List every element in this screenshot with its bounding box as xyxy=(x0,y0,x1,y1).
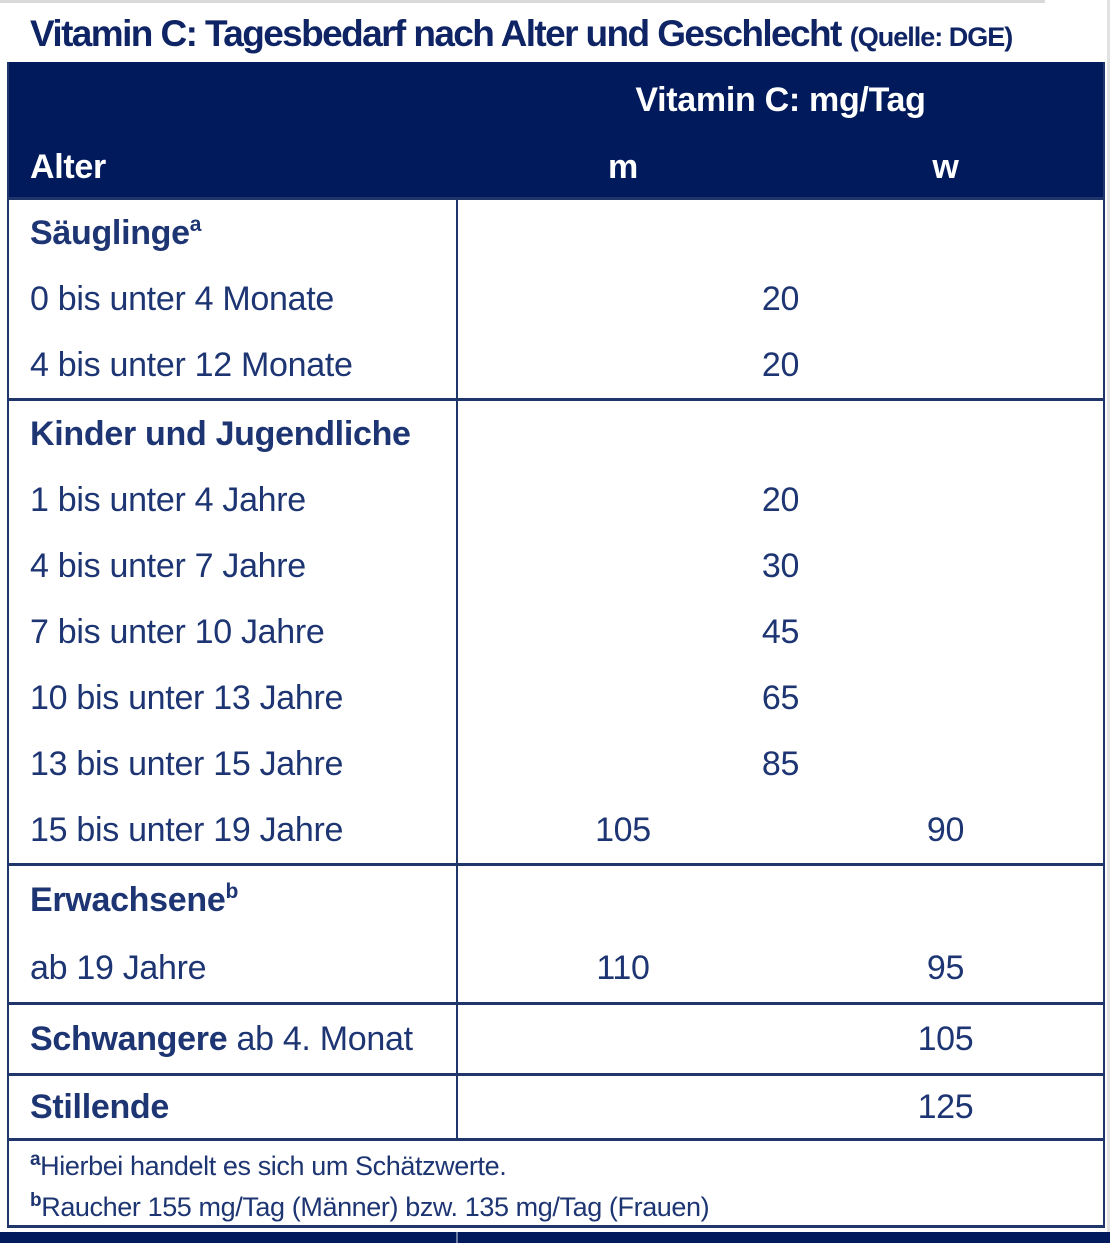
section-erwachsene: Erwachseneb ab 19 Jahre 110 95 xyxy=(9,863,1103,1002)
section-heading-erwachsene: Erwachseneb xyxy=(9,866,458,934)
bottom-bar-divider-notch xyxy=(456,1232,458,1243)
row-label: 1 bis unter 4 Jahre xyxy=(9,467,458,533)
section-heading-text: Erwachsene xyxy=(30,881,226,919)
section-heading-row: Säuglingea xyxy=(9,200,1103,266)
section-heading-sup: a xyxy=(189,213,202,236)
row-value-span: 65 xyxy=(761,679,800,717)
empty-cell xyxy=(458,200,1103,266)
column-header-w: w xyxy=(932,148,959,186)
row-label: 10 bis unter 13 Jahre xyxy=(9,665,458,731)
row-label: 0 bis unter 4 Monate xyxy=(9,266,458,332)
row-label-bold: Stillende xyxy=(30,1088,169,1126)
table-row: 0 bis unter 4 Monate 20 xyxy=(9,266,1103,332)
table-header: Vitamin C: mg/Tag Alter m w xyxy=(9,62,1103,197)
column-header-alter: Alter xyxy=(30,148,106,186)
row-value-span: 20 xyxy=(761,280,800,318)
row-value-span: 85 xyxy=(761,745,800,783)
footnotes: aHierbei handelt es sich um Schätzwerte.… xyxy=(9,1138,1103,1228)
footnote-b-sup: b xyxy=(30,1190,42,1211)
table-row: 1 bis unter 4 Jahre 20 xyxy=(9,467,1103,533)
section-heading-row: Erwachseneb xyxy=(9,866,1103,934)
table-row: 15 bis unter 19 Jahre 105 90 xyxy=(9,797,1103,863)
page-title-source: (Quelle: DGE) xyxy=(849,22,1014,52)
empty-cell xyxy=(458,401,1103,467)
vitamin-c-table: Vitamin C: mg/Tag Alter m w Säuglingea 0… xyxy=(7,62,1105,1228)
section-heading-saeuglinge: Säuglingea xyxy=(9,200,458,266)
row-value-span: 30 xyxy=(761,547,800,585)
row-value-span: 45 xyxy=(761,613,800,651)
row-label: 15 bis unter 19 Jahre xyxy=(9,797,458,863)
footnote-b-text: Raucher 155 mg/Tag (Männer) bzw. 135 mg/… xyxy=(41,1192,710,1222)
section-heading-kinder: Kinder und Jugendliche xyxy=(9,401,458,467)
row-label-rest: ab 4. Monat xyxy=(227,1020,413,1058)
row-value-w: 90 xyxy=(926,811,965,849)
table-row: Schwangere ab 4. Monat 105 xyxy=(9,1005,1103,1073)
table-row: 4 bis unter 7 Jahre 30 xyxy=(9,533,1103,599)
table-row: ab 19 Jahre 110 95 xyxy=(9,934,1103,1002)
header-group-label: Vitamin C: mg/Tag xyxy=(635,81,926,119)
section-schwangere: Schwangere ab 4. Monat 105 xyxy=(9,1002,1103,1073)
row-label: 4 bis unter 7 Jahre xyxy=(9,533,458,599)
row-label-stillende: Stillende xyxy=(9,1076,458,1138)
empty-cell xyxy=(458,866,1103,934)
row-value-m: 105 xyxy=(595,811,651,849)
section-heading-text: Säuglinge xyxy=(30,214,190,252)
header-spacer xyxy=(9,62,458,138)
row-value-w: 125 xyxy=(917,1088,974,1126)
row-label: 7 bis unter 10 Jahre xyxy=(9,599,458,665)
page-title: Vitamin C: Tagesbedarf nach Alter und Ge… xyxy=(30,8,1014,60)
footnote-a-text: Hierbei handelt es sich um Schätzwerte. xyxy=(40,1151,507,1181)
page-title-main: Vitamin C: Tagesbedarf nach Alter und Ge… xyxy=(30,13,842,54)
row-label-bold: Schwangere xyxy=(30,1020,228,1058)
section-heading-text: Kinder und Jugendliche xyxy=(30,415,411,453)
row-value-w: 95 xyxy=(926,949,965,987)
top-edge-artifact xyxy=(0,0,1045,3)
empty-cell xyxy=(458,1076,788,1138)
row-label-schwangere: Schwangere ab 4. Monat xyxy=(9,1005,458,1073)
row-value-span: 20 xyxy=(761,346,800,384)
table-row: 13 bis unter 15 Jahre 85 xyxy=(9,731,1103,797)
table-row: Stillende 125 xyxy=(9,1076,1103,1138)
row-label: 4 bis unter 12 Monate xyxy=(9,332,458,398)
table-row: 10 bis unter 13 Jahre 65 xyxy=(9,665,1103,731)
footnote-b: bRaucher 155 mg/Tag (Männer) bzw. 135 mg… xyxy=(30,1187,1103,1228)
table-row: 4 bis unter 12 Monate 20 xyxy=(9,332,1103,398)
row-value-m: 110 xyxy=(596,949,650,987)
section-heading-row: Kinder und Jugendliche xyxy=(9,401,1103,467)
section-stillende: Stillende 125 xyxy=(9,1073,1103,1138)
table-header-columns-row: Alter m w xyxy=(9,138,1103,197)
section-kinder-und-jugendliche: Kinder und Jugendliche 1 bis unter 4 Jah… xyxy=(9,398,1103,863)
right-edge-artifact xyxy=(1107,0,1110,1232)
bottom-navy-bar xyxy=(0,1232,1110,1243)
table-row: 7 bis unter 10 Jahre 45 xyxy=(9,599,1103,665)
empty-cell xyxy=(458,1005,788,1073)
section-saeuglinge: Säuglingea 0 bis unter 4 Monate 20 4 bis… xyxy=(9,197,1103,398)
row-label: 13 bis unter 15 Jahre xyxy=(9,731,458,797)
footnote-a: aHierbei handelt es sich um Schätzwerte. xyxy=(30,1146,1103,1187)
table-header-group-row: Vitamin C: mg/Tag xyxy=(9,62,1103,138)
row-value-w: 105 xyxy=(917,1020,974,1058)
section-heading-sup: b xyxy=(225,880,239,903)
row-value-span: 20 xyxy=(761,481,800,519)
row-label: ab 19 Jahre xyxy=(9,934,458,1002)
footnote-a-sup: a xyxy=(30,1149,41,1170)
column-header-m: m xyxy=(608,148,638,186)
